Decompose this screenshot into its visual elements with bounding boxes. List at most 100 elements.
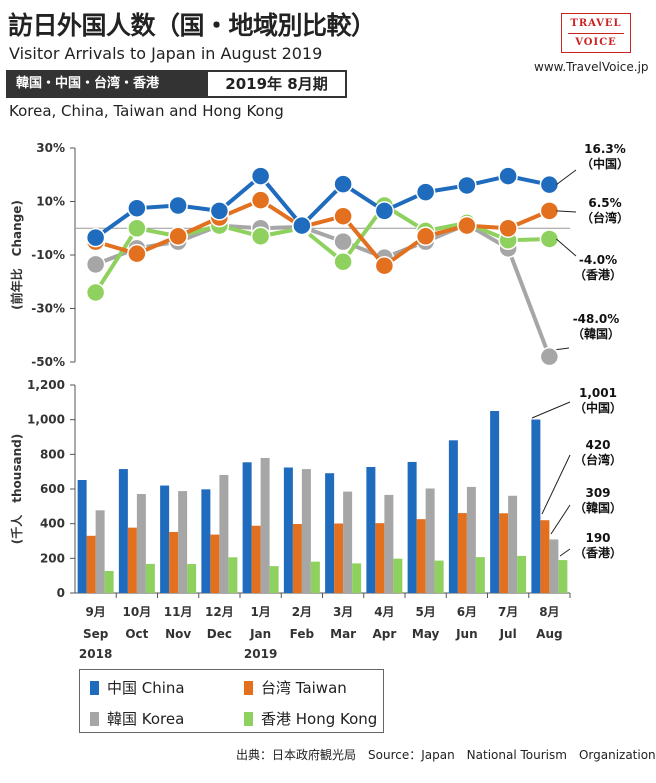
x-tick-label-year: 2018 <box>79 647 112 661</box>
line-point-china <box>292 215 312 236</box>
bar-korea <box>343 491 353 593</box>
x-tick-label-month: 8月 <box>539 605 559 619</box>
line-chart-y-axis-label: (前年比 Change) <box>9 200 24 310</box>
travelvoice-logo[interactable]: TRAVEL VOICE <box>561 13 631 53</box>
line-point-taiwan <box>168 226 188 247</box>
x-tick-label-month: 12月 <box>205 605 234 619</box>
bar-annotation-name-china: （中国） <box>574 400 622 415</box>
bar-china <box>160 485 170 593</box>
x-tick-label-month: 11月 <box>164 605 193 619</box>
bar-chart-tick-label: 400 <box>40 517 65 531</box>
bar-hongkong <box>517 555 527 593</box>
line-chart-tick-label: -30% <box>31 302 65 316</box>
bar-hongkong <box>228 557 238 593</box>
bar-korea <box>549 539 559 593</box>
line-chart-tick-label: 30% <box>36 141 65 155</box>
x-tick-label-month: 5月 <box>415 605 435 619</box>
bar-annotation-leader-taiwan <box>541 454 571 515</box>
line-point-taiwan <box>333 206 353 226</box>
line-annotation-value-taiwan: 6.5% <box>588 196 621 210</box>
bar-korea <box>95 510 105 593</box>
legend-label-hongkong: 香港 Hong Kong <box>261 710 378 728</box>
bar-hongkong <box>187 564 197 593</box>
x-tick-label-month-en: Mar <box>330 627 356 641</box>
x-tick-label-month-en: Jun <box>455 627 478 641</box>
line-point-korea <box>539 346 560 367</box>
line-chart-tick-label: -10% <box>31 248 65 262</box>
line-annotation-value-hongkong: -4.0% <box>579 253 617 267</box>
legend-label-korea: 韓国 Korea <box>107 710 185 728</box>
line-point-hongkong <box>85 282 106 303</box>
page-subtitle-en: Visitor Arrivals to Japan in August 2019 <box>9 44 323 63</box>
line-point-china <box>374 201 395 221</box>
line-point-taiwan <box>250 190 271 210</box>
source-credit: 出典：日本政府観光局 Source：Japan National Tourism… <box>236 748 656 762</box>
line-point-china <box>457 175 477 196</box>
bar-hongkong <box>310 561 320 593</box>
bar-taiwan <box>457 513 467 593</box>
bar-chart-tick-label: 1,200 <box>27 378 65 392</box>
x-tick-label-month-en: Jan <box>249 627 271 641</box>
x-tick-label-month-en: Aug <box>536 627 562 641</box>
bar-korea <box>260 457 270 593</box>
bar-china <box>77 479 87 593</box>
x-tick-label-month: 9月 <box>85 605 105 619</box>
bar-annotation-leader-china <box>531 401 571 419</box>
x-tick-label-month-en: Feb <box>290 627 315 641</box>
legend-item-korea: 韓国 Korea <box>90 708 184 729</box>
bar-korea <box>508 495 518 593</box>
line-point-taiwan <box>457 215 477 236</box>
region-label: 韓国・中国・台湾・香港 <box>6 70 206 98</box>
x-tick-label-month: 4月 <box>374 605 394 619</box>
bar-annotation-value-taiwan: 420 <box>585 438 610 452</box>
bar-china <box>366 466 376 593</box>
legend-swatch-china <box>90 680 99 695</box>
bar-korea <box>384 494 394 593</box>
bar-chart-tick-label: 200 <box>40 551 65 565</box>
bar-taiwan <box>540 520 550 593</box>
bar-hongkong <box>434 560 444 593</box>
x-tick-label-month-en: Oct <box>125 627 148 641</box>
line-point-hongkong <box>333 251 353 272</box>
bar-korea <box>219 474 229 593</box>
bar-china <box>325 473 335 593</box>
line-annotation-leader-korea <box>556 347 570 351</box>
line-point-hongkong <box>127 218 147 238</box>
x-tick-label-month: 3月 <box>333 605 353 619</box>
x-tick-label-month-en: May <box>412 627 440 641</box>
x-tick-label-month-en: Sep <box>83 627 109 641</box>
bar-china <box>118 469 128 593</box>
bar-china <box>283 467 293 593</box>
logo-text-travel: TRAVEL <box>570 18 622 29</box>
bar-chart-tick-label: 1,000 <box>27 413 65 427</box>
line-annotation-leader-taiwan <box>556 210 577 213</box>
logo-text-voice: VOICE <box>568 33 624 48</box>
x-tick-label-month-en: Apr <box>372 627 396 641</box>
bar-china <box>407 461 417 593</box>
x-tick-label-month: 1月 <box>250 605 270 619</box>
legend-label-taiwan: 台湾 Taiwan <box>261 679 347 697</box>
x-tick-label-month: 2月 <box>292 605 312 619</box>
bar-taiwan <box>375 523 385 593</box>
bar-korea <box>425 488 435 593</box>
x-tick-label-month: 6月 <box>457 605 477 619</box>
line-point-china <box>539 174 560 195</box>
line-point-taiwan <box>374 255 395 276</box>
line-point-china <box>415 182 436 202</box>
bar-annotation-value-korea: 309 <box>585 486 610 500</box>
bar-chart-tick-label: 800 <box>40 447 65 461</box>
bar-taiwan <box>210 534 220 593</box>
x-tick-label-month: 7月 <box>498 605 518 619</box>
bar-hongkong <box>558 560 568 593</box>
bar-annotation-name-korea: （韓国） <box>574 500 622 515</box>
legend-swatch-hongkong <box>244 711 253 726</box>
bar-korea <box>466 486 476 593</box>
bar-taiwan <box>169 531 179 593</box>
line-point-china <box>209 201 230 221</box>
line-annotation-name-hongkong: （香港） <box>574 267 622 282</box>
line-point-taiwan <box>498 218 518 238</box>
bar-hongkong <box>145 563 155 593</box>
line-point-hongkong <box>539 229 560 249</box>
bar-hongkong <box>352 563 362 593</box>
